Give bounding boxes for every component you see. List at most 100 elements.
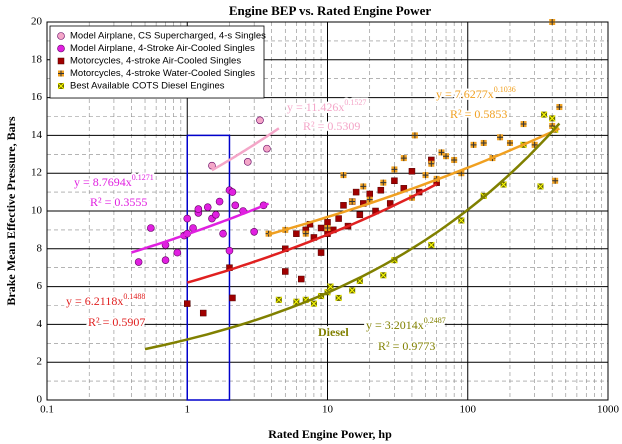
marker-shape: [335, 294, 342, 302]
marker-shape: [531, 141, 538, 148]
x-axis-label: Rated Engine Power, hp: [268, 427, 392, 441]
x-tick-label: 10: [322, 404, 334, 416]
marker-shape: [428, 160, 435, 167]
marker-shape: [183, 214, 192, 223]
marker-shape: [537, 183, 544, 190]
y-axis-label: Brake Mean Effective Pressure, Bars: [4, 116, 18, 306]
data-point: [480, 139, 487, 146]
equation-exponent: 0.1488: [123, 292, 145, 301]
legend-label: Motorcycles, 4-stroke Water-Cooled Singl…: [70, 68, 255, 79]
marker-shape: [243, 158, 252, 166]
trend-line: [131, 202, 270, 254]
data-point: [282, 268, 289, 275]
data-point: [443, 153, 450, 160]
marker-shape: [549, 19, 556, 25]
marker-shape: [256, 116, 264, 125]
marker-shape: [298, 275, 305, 283]
marker-shape: [427, 241, 435, 249]
data-point: [391, 166, 398, 173]
data-point: [327, 283, 334, 290]
marker-shape: [552, 177, 559, 184]
legend-box: [49, 25, 265, 99]
marker-shape: [134, 258, 143, 266]
data-point: [366, 190, 373, 198]
marker-shape: [366, 196, 373, 203]
marker-shape: [310, 300, 318, 307]
marker-shape: [263, 144, 271, 153]
data-point: [58, 70, 64, 77]
marker-shape: [497, 134, 504, 141]
equation-text: y = 8.7694x: [74, 175, 132, 189]
data-point: [194, 205, 203, 213]
marker-shape: [470, 141, 477, 148]
marker-shape: [57, 82, 65, 90]
data-point: [549, 19, 556, 25]
data-point: [335, 294, 342, 302]
equation-exponent: 0.1036: [494, 85, 516, 94]
data-point: [470, 141, 477, 148]
marker-shape: [352, 188, 360, 196]
marker-shape: [225, 246, 234, 255]
data-point: [391, 177, 398, 185]
marker-shape: [408, 168, 416, 175]
marker-shape: [57, 44, 65, 53]
data-point: [360, 183, 367, 190]
data-point: [310, 300, 318, 307]
marker-shape: [317, 249, 325, 256]
marker-shape: [360, 183, 367, 190]
equation-text: y = 3.2014x: [366, 318, 424, 332]
data-point: [215, 197, 224, 206]
data-point: [556, 104, 563, 111]
data-point: [256, 116, 264, 125]
diesel-label: Diesel: [318, 325, 349, 339]
data-point: [229, 294, 236, 302]
marker-shape: [147, 224, 155, 232]
marker-shape: [250, 227, 258, 236]
trend-line: [144, 122, 561, 351]
y-tick-label: 20: [31, 16, 43, 28]
data-point: [250, 227, 258, 236]
marker-shape: [451, 156, 458, 163]
equation-exponent: 0.1527: [344, 98, 366, 107]
data-point: [366, 196, 373, 203]
marker-shape: [457, 217, 465, 224]
data-point: [147, 224, 155, 232]
marker-shape: [391, 177, 398, 185]
marker-shape: [57, 57, 65, 65]
x-tick-label: 100: [460, 404, 477, 416]
marker-shape: [556, 104, 563, 111]
data-point: [349, 198, 356, 205]
data-point: [134, 258, 143, 266]
marker-shape: [356, 211, 364, 219]
marker-shape: [340, 172, 347, 179]
y-tick-label: 2: [37, 356, 43, 368]
data-point: [183, 214, 192, 223]
data-point: [57, 57, 65, 65]
data-point: [203, 203, 212, 212]
marker-shape: [340, 202, 347, 209]
data-point: [379, 271, 387, 279]
trend-r2: R² = 0.9773: [378, 339, 435, 353]
y-tick-label: 0: [37, 394, 43, 406]
marker-shape: [57, 32, 65, 40]
data-point: [184, 300, 191, 307]
data-point: [340, 172, 347, 179]
trend-line: [211, 127, 280, 172]
trend-equation: y = 11.426x0.1527: [287, 98, 366, 114]
data-point: [356, 211, 364, 219]
equation-text: y = 7.6277x: [436, 87, 494, 101]
marker-shape: [194, 205, 203, 213]
marker-shape: [215, 197, 224, 206]
data-point: [531, 141, 538, 148]
x-tick-label: 1000: [597, 404, 620, 416]
trend-equation: y = 8.7694x0.1271: [74, 173, 154, 189]
marker-shape: [548, 115, 556, 122]
y-tick-label: 10: [31, 205, 43, 217]
trend-r2: R² = 0.5907: [88, 315, 145, 329]
data-point: [57, 32, 65, 40]
legend-label: Best Available COTS Diesel Engines: [70, 81, 225, 92]
marker-shape: [203, 203, 212, 212]
data-point: [438, 149, 445, 156]
marker-shape: [506, 139, 513, 146]
